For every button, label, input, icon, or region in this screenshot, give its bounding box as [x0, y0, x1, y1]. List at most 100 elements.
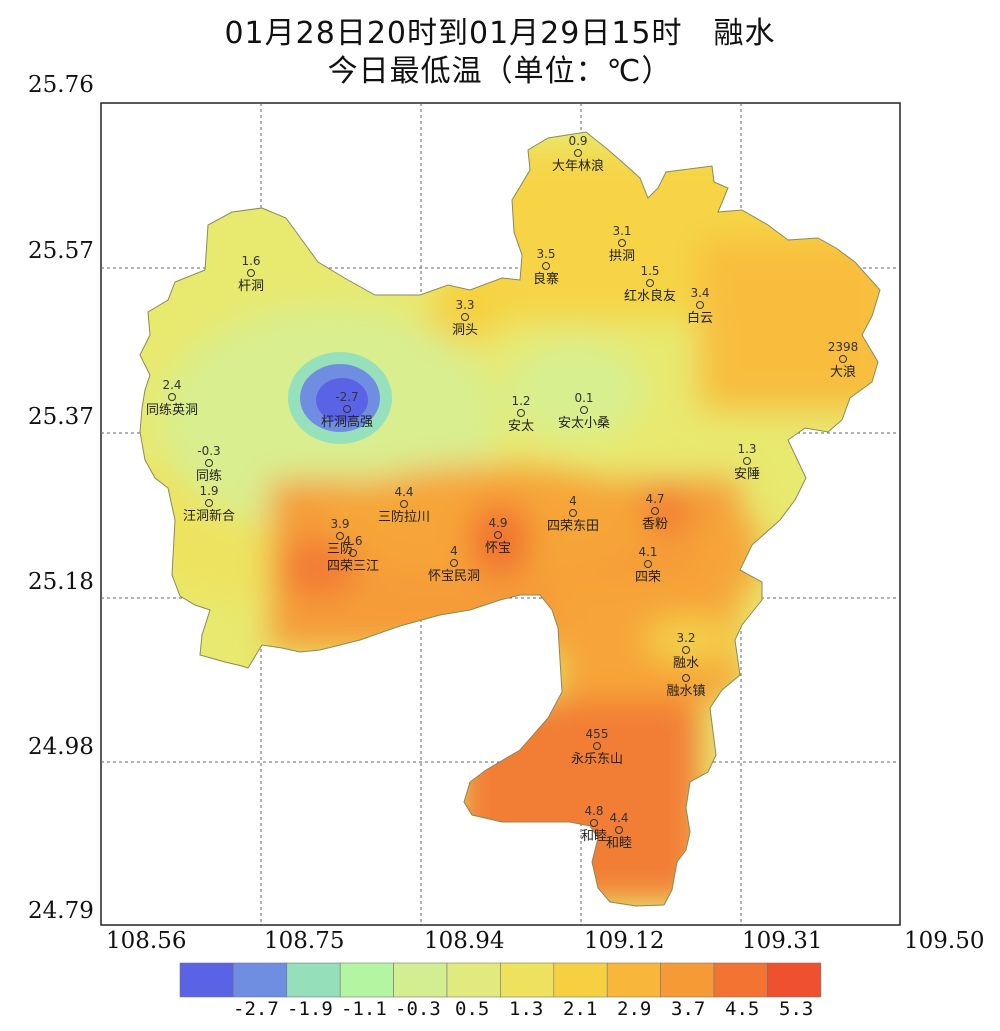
- y-tick-label: 25.57: [28, 238, 94, 264]
- station-marker: 3.4 白云: [687, 286, 713, 326]
- station-value: 3.3: [455, 298, 474, 312]
- station-dot: [569, 509, 577, 517]
- legend-swatch: [553, 962, 608, 998]
- station-name: 洞头: [452, 323, 478, 338]
- legend-swatch: [767, 962, 822, 998]
- station-dot: [743, 457, 751, 465]
- x-tick-label: 109.50: [904, 928, 985, 954]
- legend-label: -1.1: [341, 998, 387, 1020]
- station-marker: 2398 大浪: [828, 340, 859, 380]
- station-marker: -0.3 同练: [196, 444, 222, 484]
- station-dot: [349, 549, 357, 557]
- station-dot: [646, 279, 654, 287]
- station-value: 2.4: [162, 378, 181, 392]
- station-dot: [651, 507, 659, 515]
- station-dot: [618, 239, 626, 247]
- station-value: 3.9: [330, 517, 349, 531]
- station-value: 4: [450, 544, 458, 558]
- station-name: 融水镇: [666, 684, 705, 699]
- station-dot: [696, 301, 704, 309]
- station-marker: 0.9 大年林浪: [552, 134, 604, 174]
- station-dot: [400, 500, 408, 508]
- legend-swatch: [606, 962, 661, 998]
- station-name: 杆洞: [238, 279, 264, 294]
- station-name: 杆洞高强: [321, 414, 373, 430]
- station-value: 3.4: [690, 286, 709, 300]
- station-name: 四荣三江: [327, 559, 379, 574]
- legend-swatch: [446, 962, 501, 998]
- station-dot: [644, 560, 652, 568]
- station-dot: [336, 532, 344, 540]
- station-name: 三防拉川: [378, 509, 430, 525]
- map-subtitle: 今日最低温（单位：℃）: [327, 54, 673, 89]
- legend-label: -2.7: [233, 998, 279, 1020]
- station-dot: [682, 674, 690, 682]
- station-name: 四荣: [635, 570, 661, 585]
- station-value: 1.5: [640, 264, 659, 278]
- y-tick-label: 24.98: [28, 734, 94, 760]
- legend-label: 1.3: [509, 998, 544, 1020]
- station-dot: [461, 313, 469, 321]
- legend-label: 4.5: [725, 998, 760, 1020]
- legend-swatch: [500, 962, 555, 998]
- x-tick-label: 108.94: [424, 928, 505, 954]
- legend-label: 5.3: [779, 998, 814, 1020]
- station-dot: [450, 559, 458, 567]
- station-name: 白云: [687, 310, 713, 326]
- station-name: 香粉: [642, 517, 668, 532]
- station-value: -0.3: [197, 444, 220, 458]
- station-name: 安陲: [734, 467, 760, 482]
- station-value: 0.1: [574, 391, 593, 405]
- station-value: 455: [586, 727, 609, 741]
- station-dot: [247, 269, 255, 277]
- station-marker: 1.9 汪洞新合: [183, 484, 235, 524]
- station-value: 4.4: [394, 485, 413, 499]
- station-value: 3.1: [612, 224, 631, 238]
- station-marker: 1.2 安太: [508, 394, 534, 434]
- station-marker: 1.3 安陲: [734, 442, 760, 482]
- station-marker: 4.6 四荣三江: [327, 534, 379, 574]
- station-dot: [542, 262, 550, 270]
- station-dot: [494, 531, 502, 539]
- station-value: 1.9: [199, 484, 218, 498]
- station-name: 安太: [508, 419, 534, 434]
- legend-swatch: [286, 962, 341, 998]
- x-tick-label: 108.75: [264, 928, 345, 954]
- station-dot: [580, 406, 588, 414]
- station-name: 拱洞: [609, 249, 635, 264]
- color-legend: [179, 962, 822, 998]
- legend-swatch: [179, 962, 234, 998]
- station-value: 4.1: [638, 545, 657, 559]
- station-layer: 0.9 大年林浪 3.1 拱洞 3.5 良寨 1.5 红水良友 1.6 杆洞 3.3 洞头 3.4 白云 2…: [146, 134, 858, 851]
- station-dot: [682, 646, 690, 654]
- station-value: 1.3: [737, 442, 756, 456]
- station-dot: [593, 742, 601, 750]
- station-dot: [168, 393, 176, 401]
- station-name: 汪洞新合: [183, 508, 235, 524]
- station-name: 四荣东田: [547, 519, 599, 534]
- legend-label: 3.7: [671, 998, 706, 1020]
- legend-swatch: [339, 962, 394, 998]
- station-marker: 2.4 同练英洞: [146, 378, 198, 418]
- station-value: 4.4: [609, 811, 628, 825]
- station-marker: 3.1 拱洞: [609, 224, 635, 264]
- legend-swatch: [393, 962, 448, 998]
- station-marker: 3.9 三防: [327, 517, 353, 557]
- station-value: 4.8: [584, 804, 603, 818]
- station-dot: [615, 826, 623, 834]
- station-name: 大浪: [830, 365, 856, 380]
- station-name: 永乐东山: [571, 752, 623, 767]
- station-marker: 4 四荣东田: [547, 494, 599, 534]
- station-dot: [205, 499, 213, 507]
- station-marker: 4.4 和睦: [606, 811, 632, 851]
- y-tick-label: 24.79: [28, 898, 94, 924]
- x-tick-label: 109.31: [742, 928, 823, 954]
- legend-swatch: [713, 962, 768, 998]
- station-marker: 4.7 香粉: [642, 492, 668, 532]
- station-value: 1.2: [511, 394, 530, 408]
- station-marker: 3.5 良寨: [533, 247, 559, 287]
- y-tick-label: 25.18: [28, 569, 94, 595]
- station-value: 3.5: [536, 247, 555, 261]
- station-value: 1.6: [241, 254, 260, 268]
